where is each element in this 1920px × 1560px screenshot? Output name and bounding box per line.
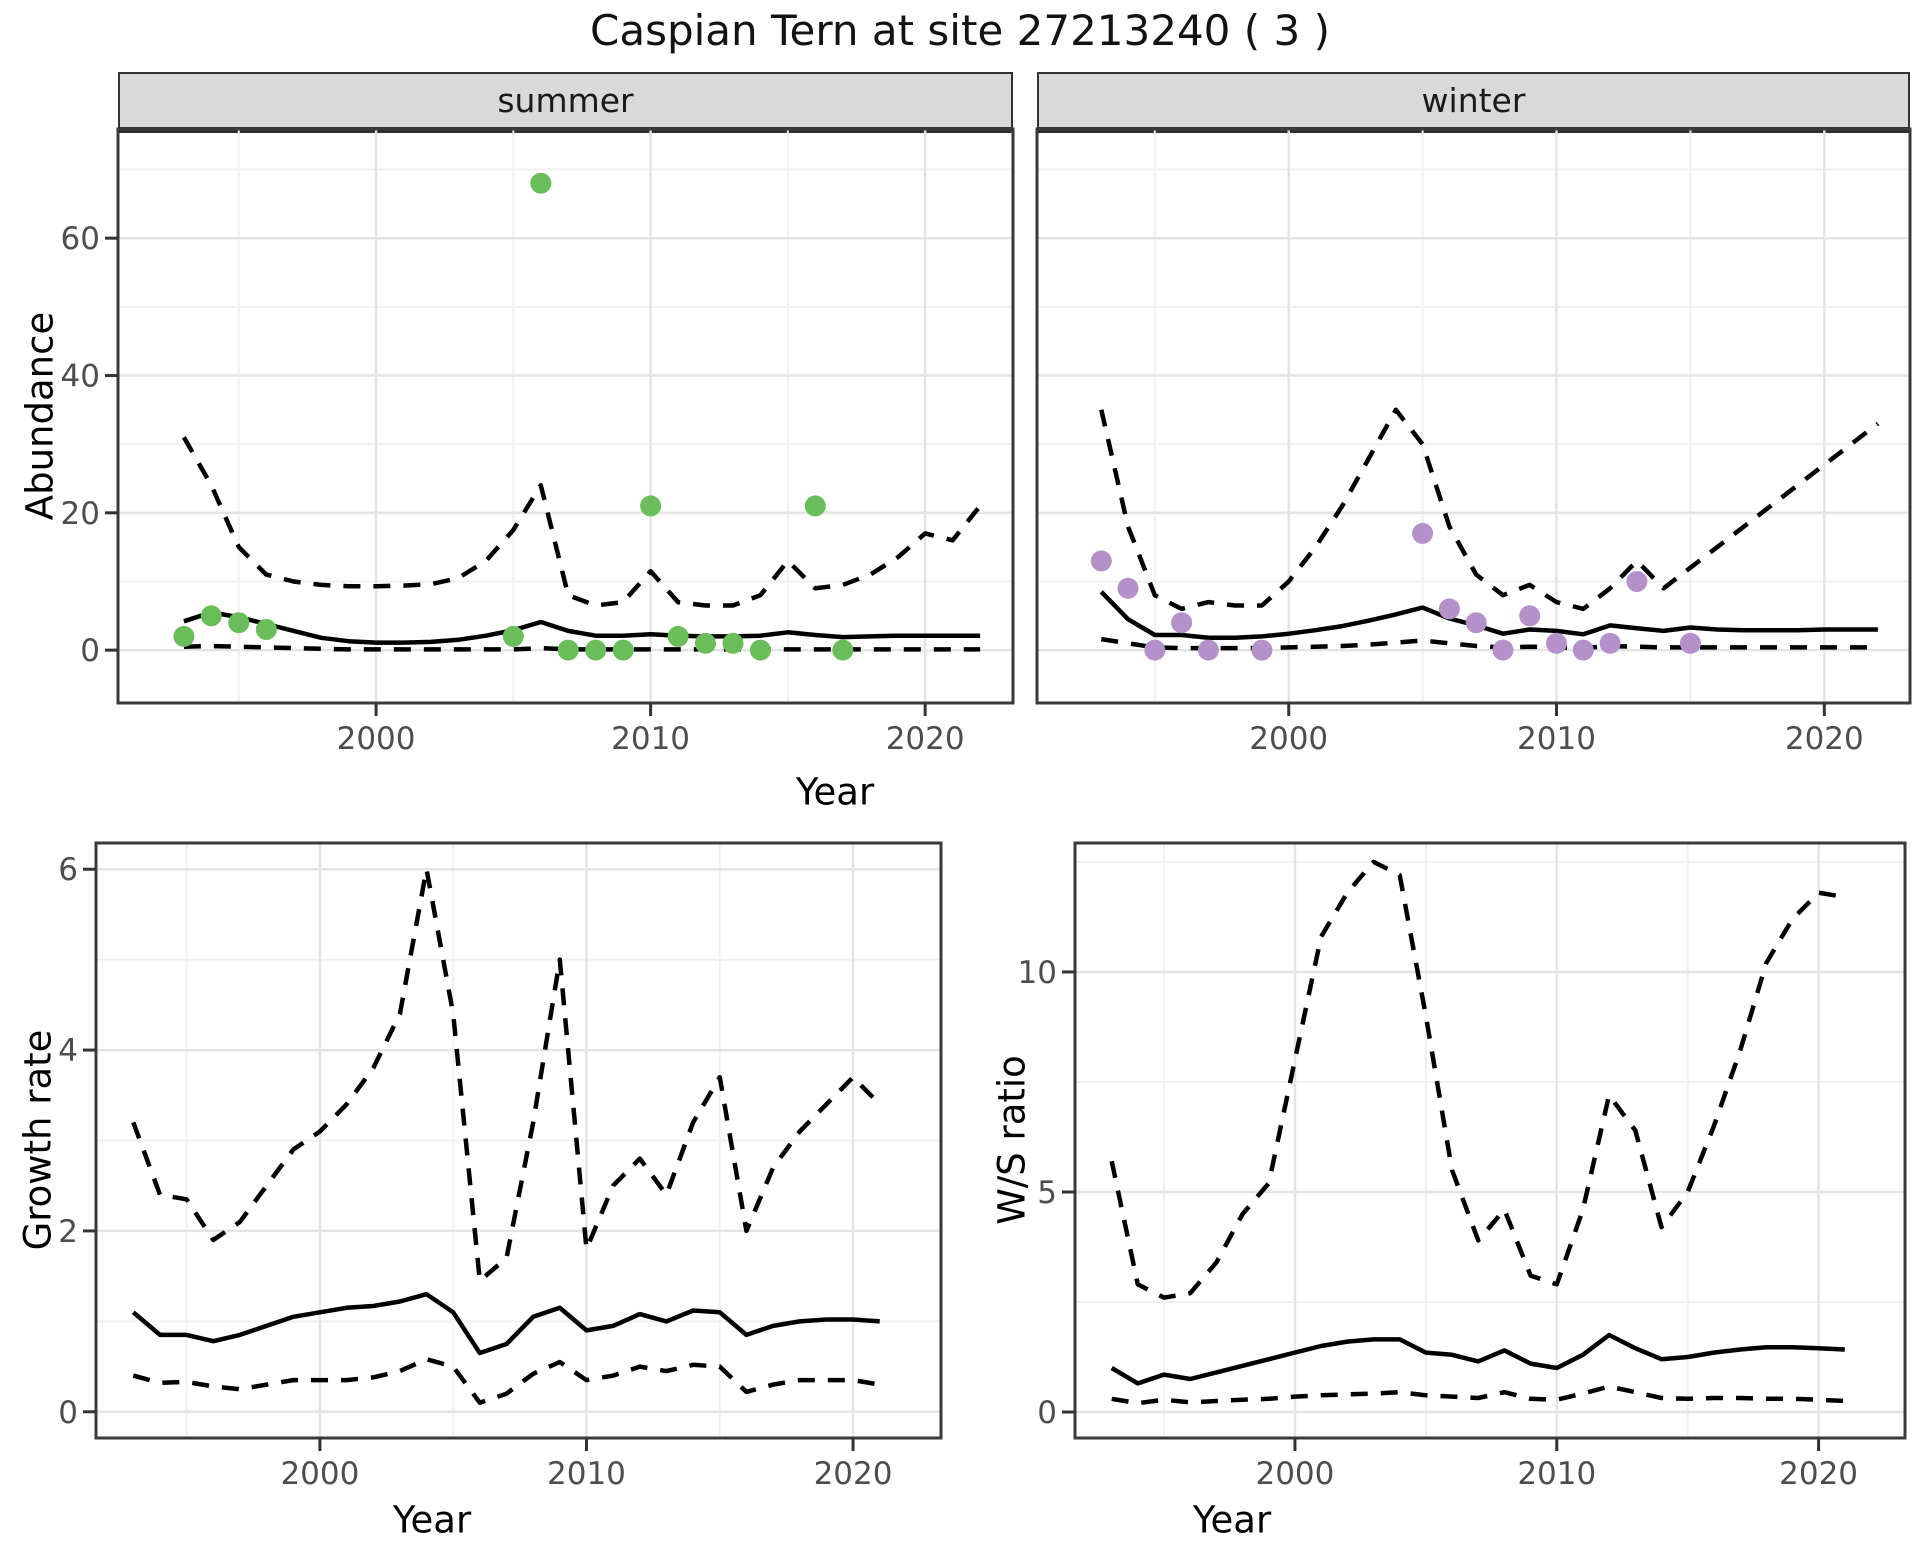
data-point (1465, 612, 1487, 634)
x-tick-label: 2000 (1249, 721, 1328, 757)
chart-title: Caspian Tern at site 27213240 ( 3 ) (590, 6, 1330, 55)
x-axis-title-year-growth: Year (392, 1498, 472, 1542)
points-observed_winter (1090, 522, 1701, 661)
gridlines-major (1037, 129, 1910, 703)
x-axis-title-year-ws: Year (1192, 1498, 1272, 1542)
facet-strip-winter: winter (1037, 72, 1910, 129)
gridlines-minor (118, 129, 1013, 703)
data-point (1412, 522, 1434, 544)
series-median (1110, 1332, 1845, 1386)
y-tick-label: 2 (58, 1214, 78, 1250)
data-point (173, 625, 195, 647)
data-point (804, 495, 826, 517)
data-point (1546, 632, 1567, 654)
data-point (585, 639, 607, 661)
gridlines-minor (1075, 843, 1905, 1438)
y-tick-label: 6 (58, 852, 78, 888)
y-axis-title-ws-ratio: W/S ratio (990, 1055, 1034, 1225)
panel-border (1035, 127, 1912, 705)
x-tick-label: 2000 (1255, 1456, 1334, 1492)
panel-abundance_summer: 2000 2010 2020 0 20 40 60 (61, 127, 1015, 757)
gridlines-major (96, 843, 941, 1438)
panel-abundance_winter: 2000 2010 2020 (1035, 127, 1912, 757)
gridlines-minor (96, 843, 941, 1438)
data-point (1197, 639, 1219, 661)
facet-strip-winter-label: winter (1421, 81, 1526, 120)
data-point (557, 639, 579, 661)
series-upper_ci (181, 436, 982, 608)
series-median (131, 1291, 880, 1356)
series-upper_ci (131, 866, 882, 1283)
data-point (200, 605, 222, 627)
series-upper_ci (1099, 407, 1880, 612)
x-tick-label: 2010 (1517, 721, 1596, 757)
data-point (530, 172, 552, 194)
x-tick-label: 2020 (886, 721, 965, 757)
panel-growth_rate: 2000 2010 2020 0 2 4 6 (58, 841, 943, 1492)
data-point (1090, 550, 1112, 572)
data-point (1519, 605, 1541, 627)
data-point (667, 625, 689, 647)
series-median (183, 610, 981, 645)
series-lower_ci (132, 1357, 881, 1405)
data-point (640, 495, 662, 517)
x-tick-label: 2010 (611, 721, 690, 757)
y-tick-label: 0 (80, 633, 100, 669)
points-observed_summer (173, 172, 854, 661)
data-point (1251, 639, 1273, 661)
x-tick-label: 2000 (280, 1456, 359, 1492)
x-tick-label: 2020 (814, 1456, 893, 1492)
data-point (1572, 639, 1594, 661)
data-point (722, 632, 744, 654)
data-point (502, 625, 524, 647)
x-tick-label: 2020 (1779, 1456, 1858, 1492)
y-tick-label: 0 (58, 1395, 78, 1431)
panel-border (1073, 841, 1907, 1440)
series-upper_ci (1109, 859, 1846, 1300)
series-lower_ci (1100, 636, 1878, 651)
data-point (1117, 577, 1139, 599)
panel-border (94, 841, 943, 1440)
data-point (1171, 612, 1193, 634)
panel-border (116, 127, 1015, 705)
gridlines-major (1075, 843, 1905, 1438)
series-lower_ci (1111, 1384, 1845, 1406)
data-point (1679, 632, 1701, 654)
data-point (695, 632, 716, 654)
y-tick-label: 20 (61, 496, 100, 532)
y-axis-title-abundance: Abundance (18, 311, 62, 521)
data-point (1438, 598, 1460, 620)
facet-strip-summer-label: summer (497, 81, 634, 120)
x-tick-label: 2020 (1785, 721, 1864, 757)
x-axis-title-year-top: Year (795, 770, 875, 814)
data-point (1626, 571, 1648, 592)
y-tick-label: 10 (1018, 955, 1057, 991)
data-point (228, 612, 250, 634)
y-tick-label: 40 (61, 358, 100, 394)
data-point (1492, 639, 1514, 661)
data-point (832, 639, 854, 661)
panel-ws_ratio: 2000 2010 2020 0 5 10 (1018, 841, 1907, 1492)
data-point (1144, 639, 1166, 661)
facet-strip-summer: summer (118, 72, 1013, 129)
y-tick-label: 0 (1037, 1395, 1057, 1431)
data-point (1599, 632, 1621, 654)
x-tick-label: 2010 (547, 1456, 626, 1492)
data-point (612, 639, 634, 661)
series-median (1099, 590, 1878, 641)
y-tick-label: 60 (61, 221, 100, 257)
gridlines-minor (1037, 129, 1910, 703)
data-point (749, 639, 771, 661)
y-tick-label: 5 (1037, 1175, 1057, 1211)
gridlines-major (118, 129, 1013, 703)
x-tick-label: 2010 (1517, 1456, 1596, 1492)
data-point (255, 619, 277, 640)
y-tick-label: 4 (58, 1033, 78, 1069)
y-axis-title-growth-rate: Growth rate (16, 1029, 60, 1251)
x-tick-label: 2000 (337, 721, 416, 757)
